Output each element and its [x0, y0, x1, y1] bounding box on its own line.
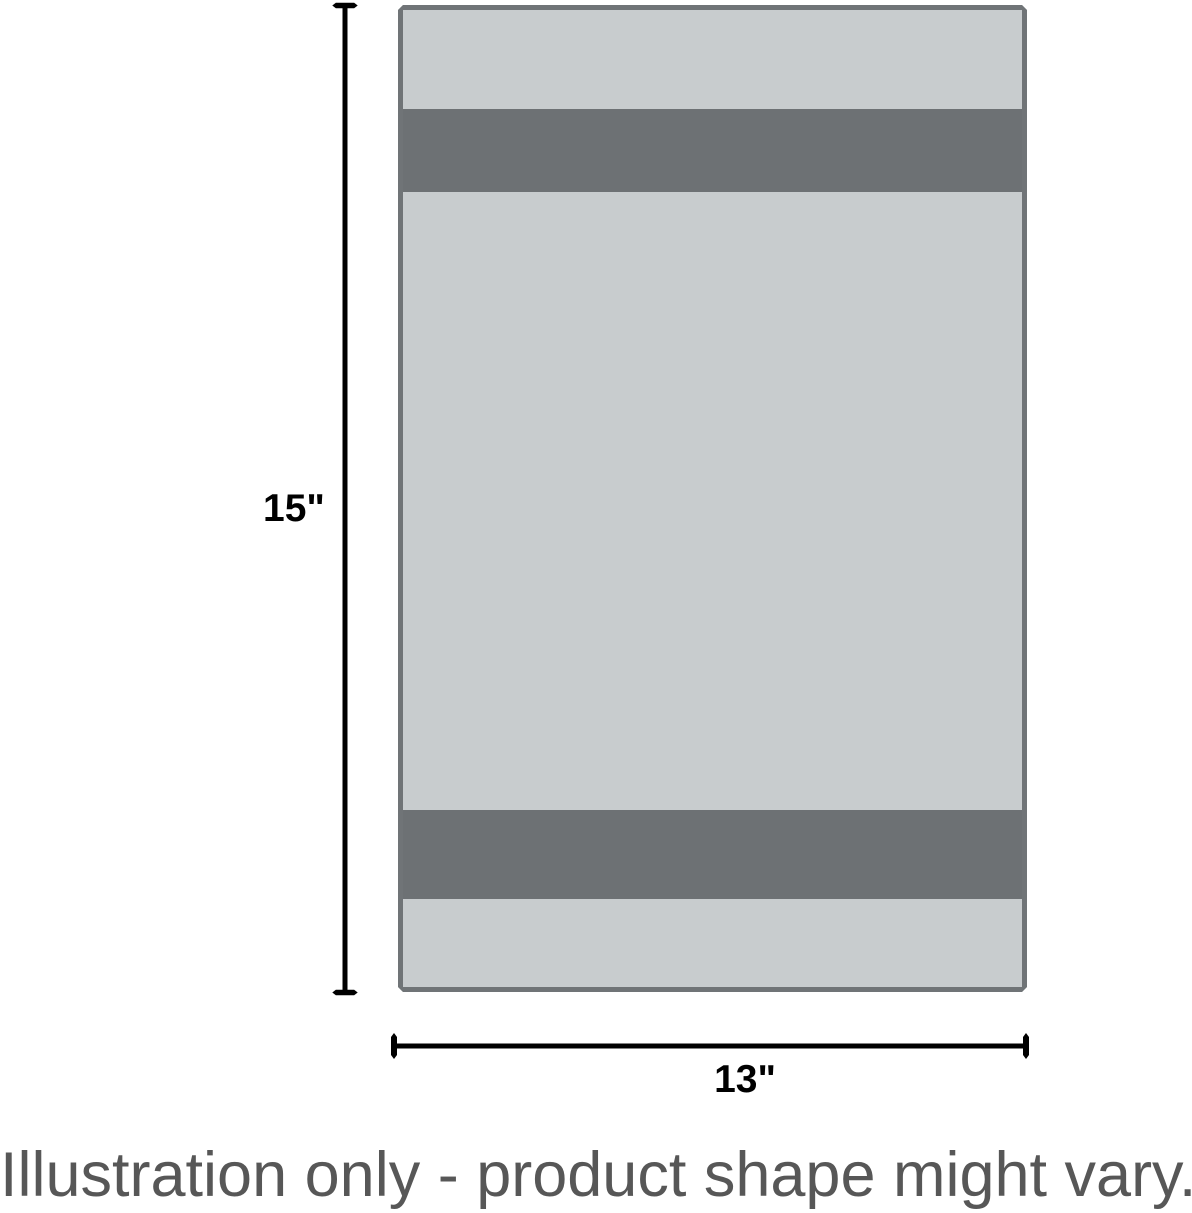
svg-text:13": 13" [714, 1058, 776, 1101]
svg-text:15": 15" [263, 487, 325, 530]
svg-text:Illustration only - product sh: Illustration only - product shape might … [0, 1140, 1192, 1210]
